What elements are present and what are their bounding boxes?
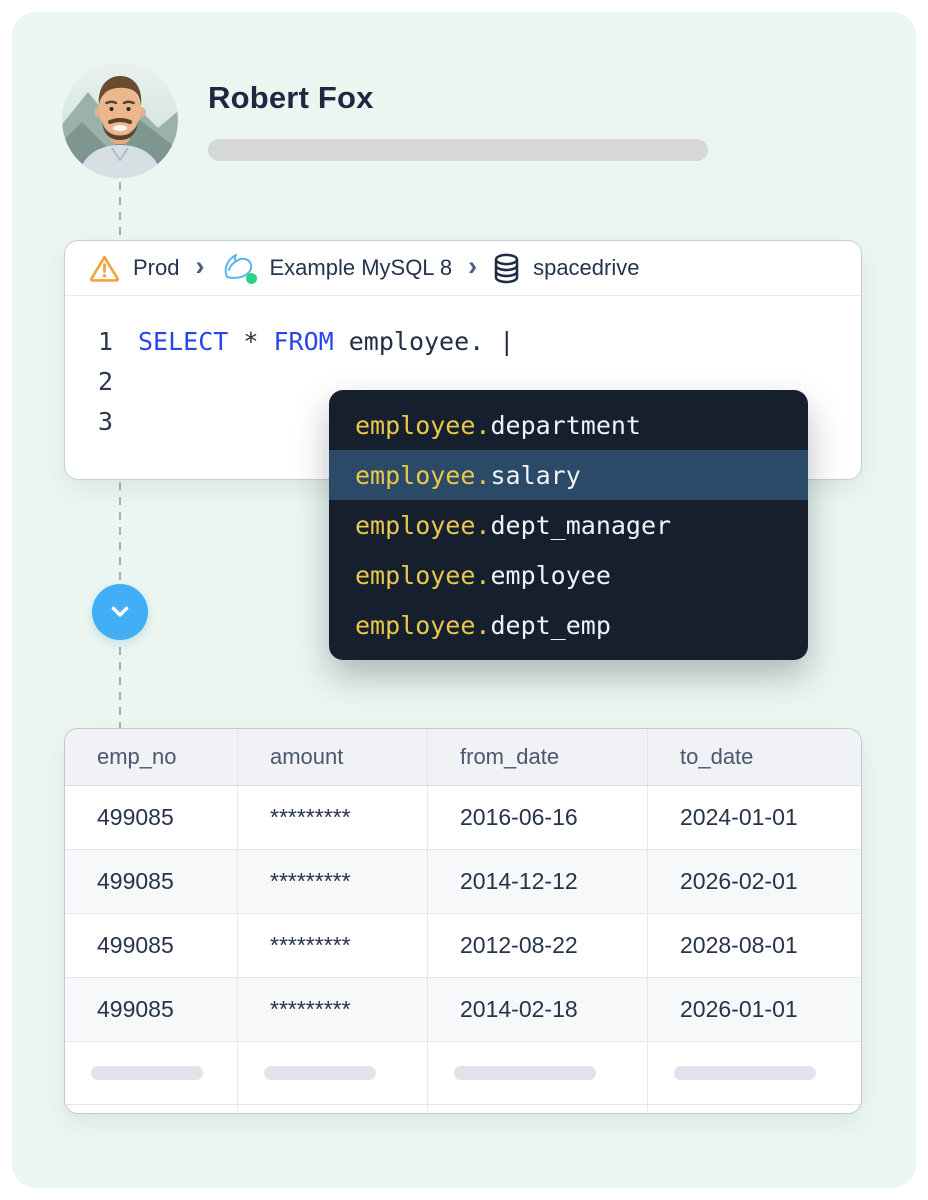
autocomplete-dropdown: employee. department employee. salary empl… bbox=[329, 390, 808, 660]
column-header-emp-no[interactable]: emp_no bbox=[65, 729, 238, 785]
chevron-right-icon: › bbox=[195, 250, 205, 281]
autocomplete-prefix: employee. bbox=[355, 610, 491, 640]
cell-emp-no: 499085 bbox=[65, 786, 238, 849]
sql-keyword: FROM bbox=[273, 327, 334, 356]
autocomplete-name: employee bbox=[490, 560, 611, 590]
sql-code-editor[interactable]: 1 SELECT * FROM employee. | 2 3 bbox=[65, 296, 861, 442]
table-row[interactable]: 499085 ********* 2012-08-22 2028-08-01 bbox=[65, 914, 861, 978]
cell-emp-no: 499085 bbox=[65, 850, 238, 913]
profile-name: Robert Fox bbox=[208, 80, 374, 115]
autocomplete-item-salary-selected[interactable]: employee. salary bbox=[329, 450, 808, 500]
cell-to-date: 2026-02-01 bbox=[680, 868, 798, 894]
cell-from-date: 2012-08-22 bbox=[428, 914, 648, 977]
sql-token: * bbox=[228, 327, 274, 356]
mysql-dolphin-icon bbox=[220, 250, 258, 286]
skeleton-pill bbox=[264, 1066, 376, 1080]
cell-to-date: 2028-08-01 bbox=[680, 932, 798, 958]
cell-to-date: 2026-01-01 bbox=[680, 996, 798, 1022]
cell-to-date: 2024-01-01 bbox=[680, 804, 798, 830]
placeholder-cell bbox=[65, 1105, 238, 1113]
placeholder-cell bbox=[238, 1042, 428, 1104]
autocomplete-prefix: employee. bbox=[355, 510, 491, 540]
skeleton-pill bbox=[91, 1066, 203, 1080]
cell-emp-no: 499085 bbox=[65, 978, 238, 1041]
autocomplete-prefix: employee. bbox=[355, 460, 491, 490]
cell-from-date: 2016-06-16 bbox=[428, 786, 648, 849]
breadcrumb-connection[interactable]: Example MySQL 8 bbox=[269, 255, 453, 280]
connection-status-dot bbox=[246, 273, 258, 284]
profile-subtitle-placeholder bbox=[208, 139, 708, 161]
autocomplete-name: dept_manager bbox=[490, 510, 672, 540]
autocomplete-item-dept-emp[interactable]: employee. dept_emp bbox=[329, 600, 808, 650]
table-row[interactable]: 499085 ********* 2016-06-16 2024-01-01 bbox=[65, 786, 861, 850]
breadcrumb-database[interactable]: spacedrive bbox=[533, 255, 640, 280]
placeholder-cell bbox=[65, 1042, 238, 1104]
database-icon bbox=[493, 253, 520, 284]
text-cursor: | bbox=[499, 327, 515, 356]
autocomplete-prefix: employee. bbox=[355, 560, 491, 590]
code-line-1: 1 SELECT * FROM employee. | bbox=[98, 322, 861, 362]
placeholder-cell bbox=[238, 1105, 428, 1113]
avatar bbox=[62, 62, 178, 178]
sql-keyword: SELECT bbox=[138, 327, 229, 356]
table-row[interactable]: 499085 ********* 2014-02-18 2026-01-01 bbox=[65, 978, 861, 1042]
warning-icon bbox=[89, 254, 120, 283]
breadcrumb: Prod › Example MySQL 8 › spacedrive bbox=[65, 241, 861, 296]
autocomplete-item-employee[interactable]: employee. employee bbox=[329, 550, 808, 600]
cell-emp-no: 499085 bbox=[65, 914, 238, 977]
cell-amount-masked: ********* bbox=[238, 786, 428, 849]
table-bottom-strip bbox=[65, 1105, 861, 1113]
code-line-3: 3 bbox=[98, 402, 861, 442]
cell-from-date: 2014-02-18 bbox=[428, 978, 648, 1041]
cell-from-date: 2014-12-12 bbox=[428, 850, 648, 913]
line-number: 3 bbox=[98, 407, 114, 436]
skeleton-pill bbox=[674, 1066, 816, 1080]
flow-step-button[interactable] bbox=[92, 584, 148, 640]
query-results-table: emp_no amount from_date to_date 499085 *… bbox=[64, 728, 862, 1114]
placeholder-cell bbox=[428, 1042, 648, 1104]
autocomplete-name: salary bbox=[490, 460, 581, 490]
autocomplete-name: dept_emp bbox=[490, 610, 611, 640]
breadcrumb-env[interactable]: Prod bbox=[133, 255, 180, 280]
table-header-row: emp_no amount from_date to_date bbox=[65, 729, 861, 786]
table-row[interactable]: 499085 ********* 2014-12-12 2026-02-01 bbox=[65, 850, 861, 914]
autocomplete-name: department bbox=[490, 410, 641, 440]
cell-amount-masked: ********* bbox=[238, 914, 428, 977]
placeholder-cell bbox=[648, 1105, 861, 1113]
autocomplete-item-department[interactable]: employee. department bbox=[329, 400, 808, 450]
code-line-2: 2 bbox=[98, 362, 861, 402]
placeholder-cell bbox=[648, 1042, 861, 1104]
table-row-loading-placeholder bbox=[65, 1042, 861, 1105]
chevron-right-icon: › bbox=[468, 250, 478, 281]
line-number: 2 bbox=[98, 367, 114, 396]
cell-amount-masked: ********* bbox=[238, 978, 428, 1041]
line-number: 1 bbox=[98, 327, 114, 356]
cell-amount-masked: ********* bbox=[238, 850, 428, 913]
sql-token: employee. bbox=[333, 327, 500, 356]
column-header-amount[interactable]: amount bbox=[238, 729, 428, 785]
placeholder-cell bbox=[428, 1105, 648, 1113]
column-header-from-date[interactable]: from_date bbox=[428, 729, 648, 785]
chevron-down-icon bbox=[111, 606, 129, 617]
avatar-photo-illustration bbox=[62, 62, 178, 178]
skeleton-pill bbox=[454, 1066, 596, 1080]
column-header-to-date[interactable]: to_date bbox=[680, 744, 754, 769]
autocomplete-item-dept-manager[interactable]: employee. dept_manager bbox=[329, 500, 808, 550]
autocomplete-prefix: employee. bbox=[355, 410, 491, 440]
